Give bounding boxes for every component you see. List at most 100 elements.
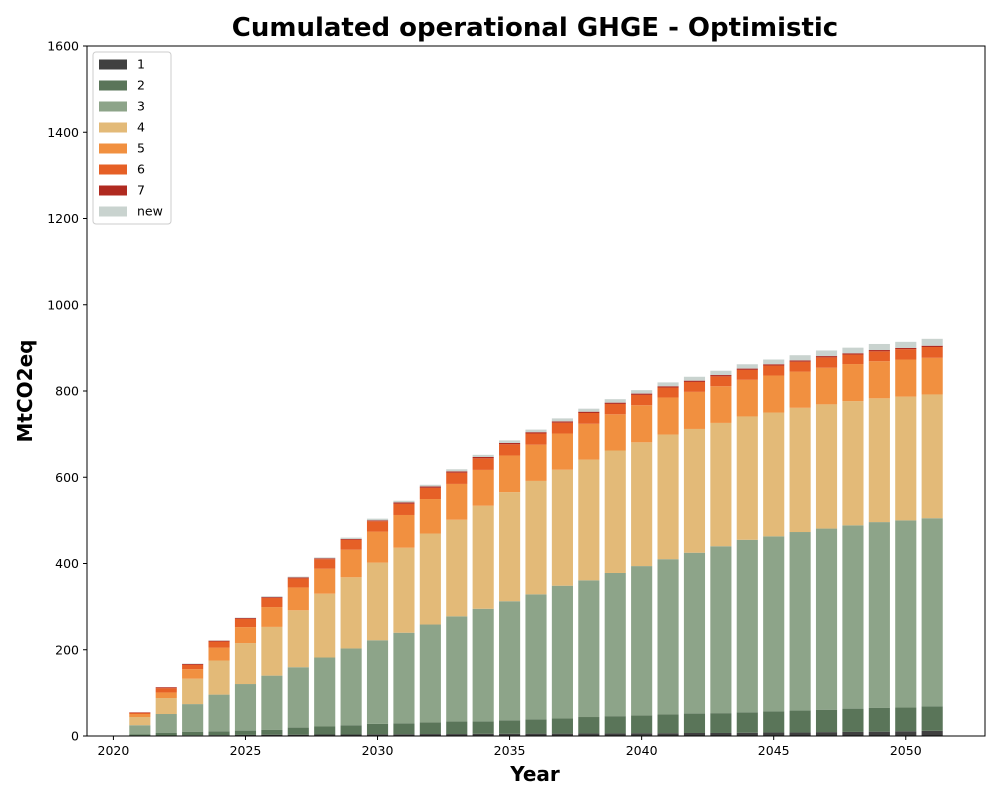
- bar-5-2050: [895, 359, 917, 397]
- bar-7-2050: [895, 347, 917, 350]
- bar-new-2046: [789, 355, 811, 361]
- bar-2-2048: [842, 708, 864, 732]
- bar-2-2023: [182, 731, 204, 736]
- bar-7-2049: [868, 350, 890, 352]
- bar-7-2037: [551, 421, 573, 423]
- bar-3-2047: [815, 528, 838, 710]
- bar-4-2038: [578, 459, 600, 581]
- bar-3-2034: [472, 608, 494, 722]
- bar-new-2040: [631, 390, 653, 394]
- bar-5-2031: [393, 514, 415, 548]
- bar-3-2048: [842, 525, 864, 709]
- bar-2-2041: [657, 714, 679, 734]
- bar-4-2029: [340, 577, 362, 649]
- bar-new-2026: [261, 596, 283, 598]
- bar-4-2028: [314, 593, 336, 658]
- bar-4-2037: [551, 469, 573, 586]
- bar-3-2039: [604, 572, 626, 717]
- bar-4-2025: [234, 643, 257, 685]
- y-tick-label-600: 600: [55, 470, 79, 485]
- bar-4-2023: [182, 678, 204, 705]
- bar-6-2034: [472, 458, 494, 470]
- bar-3-2041: [657, 559, 679, 715]
- bar-2-2043: [710, 713, 732, 733]
- bar-3-2043: [710, 546, 732, 714]
- bar-4-2032: [419, 533, 441, 625]
- legend-box: [92, 51, 172, 225]
- bar-7-2042: [683, 380, 706, 382]
- bar-4-2044: [736, 416, 758, 540]
- bar-3-2035: [499, 601, 521, 721]
- bar-5-2022: [155, 692, 177, 699]
- bar-1-2025: [234, 734, 257, 736]
- bar-7-2034: [472, 456, 494, 459]
- bar-7-2024: [208, 640, 230, 642]
- x-tick-label-2045: 2045: [758, 743, 790, 758]
- bar-1-2039: [604, 733, 626, 736]
- bar-4-2041: [657, 434, 679, 560]
- bar-2-2027: [287, 727, 309, 735]
- bar-6-2041: [657, 387, 679, 398]
- bar-4-2026: [261, 626, 283, 676]
- bar-7-2048: [842, 353, 864, 355]
- bar-1-2029: [340, 734, 362, 736]
- legend-label-2: 2: [137, 78, 145, 93]
- legend-swatch-2: [99, 80, 127, 91]
- bar-6-2039: [604, 403, 626, 415]
- bar-5-2051: [921, 357, 943, 395]
- bar-1-2043: [710, 732, 732, 736]
- bar-6-2031: [393, 503, 415, 515]
- y-axis-title: MtCO2eq: [13, 340, 37, 443]
- bar-3-2044: [736, 539, 758, 713]
- bar-2-2039: [604, 716, 626, 734]
- bar-5-2040: [631, 405, 653, 443]
- bar-3-2050: [895, 520, 917, 708]
- y-tick-label-400: 400: [55, 556, 79, 571]
- bar-5-2042: [683, 391, 706, 429]
- legend-label-new: new: [137, 204, 163, 219]
- bar-1-2045: [763, 732, 785, 736]
- bar-3-2037: [551, 585, 573, 719]
- bar-5-2025: [234, 627, 257, 644]
- y-tick-label-1600: 1600: [47, 39, 79, 54]
- bar-7-2039: [604, 402, 626, 404]
- bar-new-2036: [525, 429, 547, 433]
- bar-6-2038: [578, 412, 600, 424]
- bar-5-2028: [314, 568, 336, 594]
- bar-new-2043: [710, 370, 732, 376]
- bar-2-2037: [551, 718, 573, 734]
- bar-1-2028: [314, 734, 336, 736]
- bar-5-2039: [604, 414, 626, 451]
- bar-3-2040: [631, 566, 653, 716]
- bar-5-2027: [287, 587, 309, 611]
- bar-3-2031: [393, 632, 415, 724]
- bar-7-2029: [340, 538, 362, 540]
- bar-3-2045: [763, 536, 785, 712]
- bar-new-2032: [419, 484, 441, 487]
- bar-3-2038: [578, 580, 600, 718]
- bar-7-2026: [261, 597, 283, 598]
- bar-6-2033: [446, 472, 468, 484]
- y-tick-label-1000: 1000: [47, 297, 79, 312]
- y-tick-label-0: 0: [71, 729, 79, 744]
- bar-5-2044: [736, 379, 758, 417]
- bar-new-2030: [366, 518, 389, 521]
- bar-6-2029: [340, 539, 362, 550]
- legend-swatch-5: [99, 143, 127, 154]
- bar-6-2040: [631, 394, 653, 406]
- bar-7-2022: [155, 687, 177, 689]
- bar-7-2047: [815, 356, 838, 358]
- bar-4-2036: [525, 480, 547, 595]
- bar-1-2048: [842, 731, 864, 736]
- bar-new-2041: [657, 382, 679, 387]
- bar-3-2022: [155, 714, 177, 733]
- bar-1-2041: [657, 733, 679, 736]
- x-tick-label-2030: 2030: [362, 743, 394, 758]
- bar-2-2035: [499, 720, 521, 734]
- bar-new-2037: [551, 418, 573, 422]
- x-tick-label-2020: 2020: [98, 743, 130, 758]
- bar-7-2043: [710, 375, 732, 377]
- bar-4-2022: [155, 698, 177, 715]
- bar-6-2026: [261, 598, 283, 608]
- bar-6-2043: [710, 376, 732, 387]
